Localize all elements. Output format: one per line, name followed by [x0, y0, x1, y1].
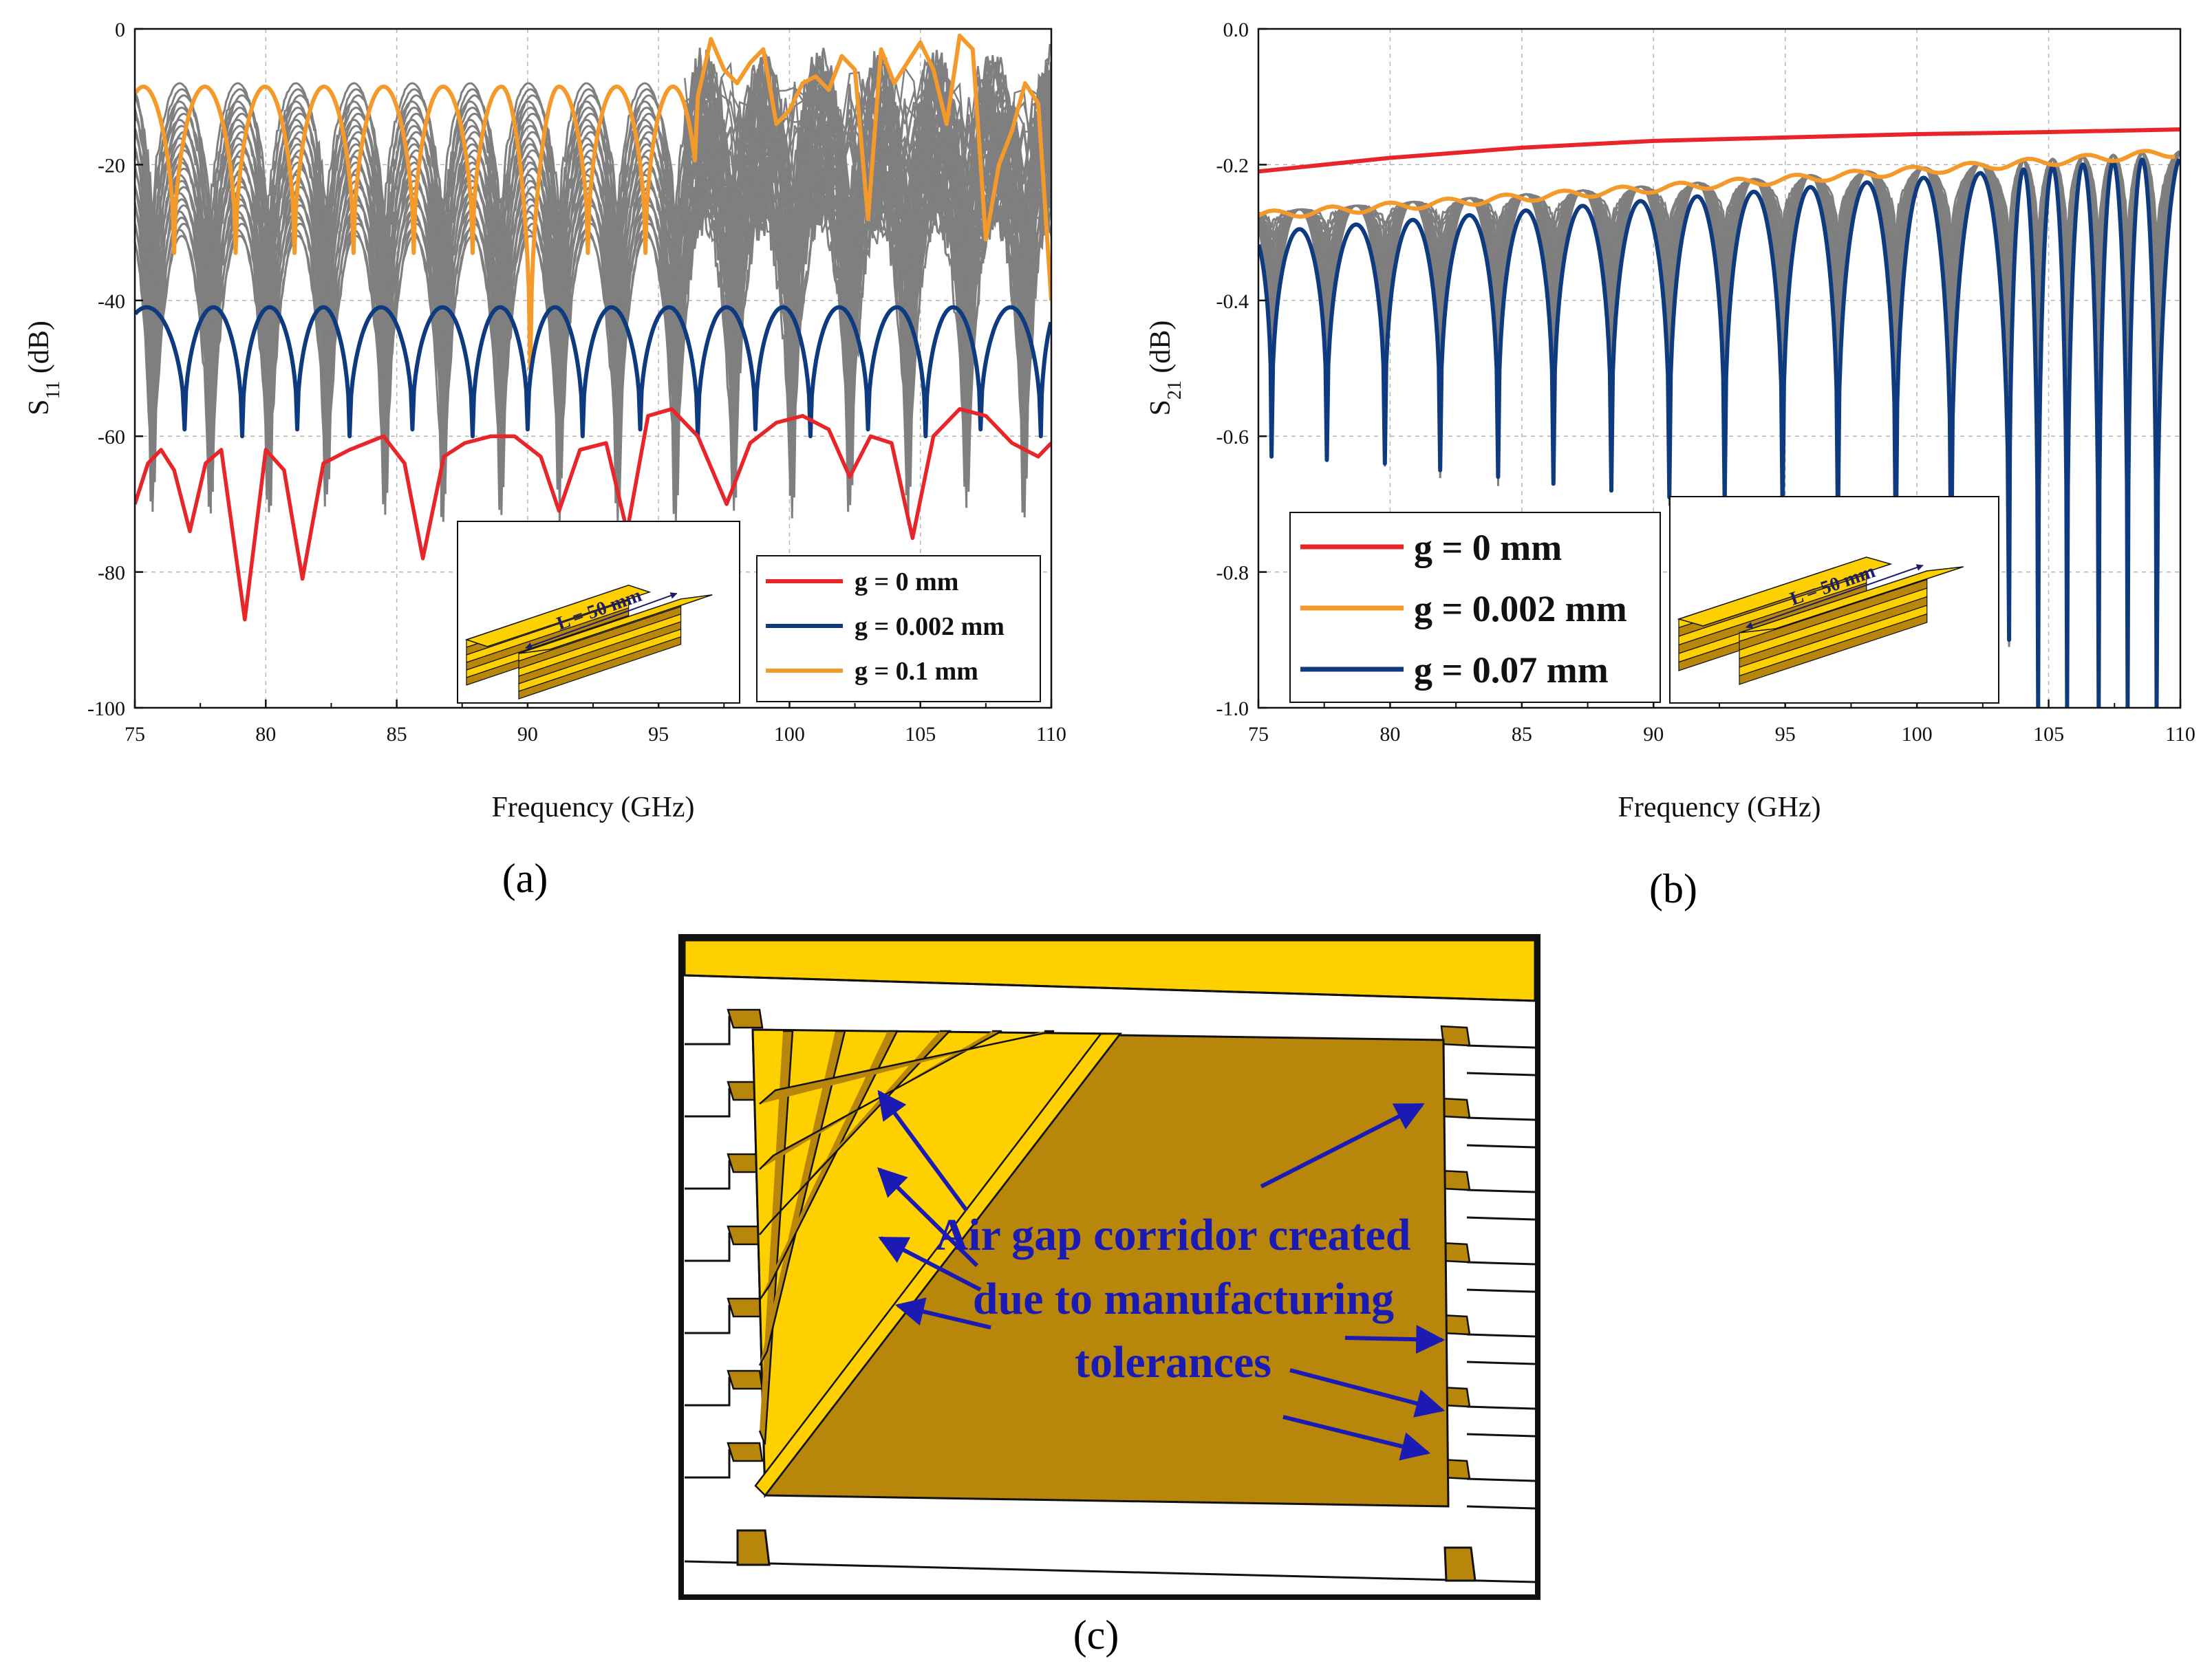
x-tick-label: 95	[1775, 723, 1796, 746]
y-tick-label: -80	[98, 562, 125, 585]
panel-b-ticks: 75 80 85 90 95 100 105 110 0.0 -0.2 -0.4 -0.6 -0.8 -1…	[1216, 19, 2195, 746]
corridor-ridge	[758, 1030, 899, 1301]
panel-b-legend: g = 0 mm g = 0.002 mm g = 0.07 mm	[1289, 512, 1661, 703]
y-tick-label: -40	[98, 290, 125, 313]
grey-trace-noisy	[683, 109, 1051, 243]
arrow-6	[1344, 1325, 1446, 1354]
legend-b-label-1: g = 0.002 mm	[1414, 588, 1627, 629]
bottom-notch-right	[1443, 1546, 1477, 1582]
panel-a-xlabel: Frequency (GHz)	[491, 792, 694, 823]
grey-trace	[135, 195, 1051, 526]
y-tick-label: -60	[98, 426, 125, 448]
arrow-8	[1282, 1415, 1431, 1461]
y-tick-label: -100	[87, 697, 125, 720]
series-g-0.07mm	[1258, 158, 2180, 708]
chart-panel-b: 75 80 85 90 95 100 105 110 0.0 -0.2 -0.4 -0.6 -0.8 -1…	[1145, 19, 2195, 911]
legend-a-label-2: g = 0.1 mm	[855, 657, 978, 686]
legend-b-label-2: g = 0.07 mm	[1414, 649, 1609, 691]
arrow-3	[878, 1236, 982, 1292]
grey-trace-noisy	[684, 57, 1051, 203]
y-tick-label: -0.2	[1216, 154, 1249, 177]
panel-a-inset: L = 50 mm	[457, 521, 740, 704]
y-tick-label: 0.0	[1223, 19, 1249, 41]
arrow-7	[1289, 1368, 1446, 1418]
corridor-ridge	[758, 1030, 846, 1366]
y-tick-label: -0.8	[1216, 562, 1249, 585]
air-gap-corridor-ridges	[754, 1030, 1122, 1497]
left-plate-tab	[727, 1442, 764, 1462]
annotation-line-2: due to manufacturing	[973, 1274, 1394, 1324]
x-tick-label: 85	[387, 723, 407, 746]
panel-a-ticks: 75 80 85 90 95 100 105 110 0 -20 -40 -60 -80 -100	[87, 19, 1066, 746]
grey-trace-noisy	[683, 80, 1051, 230]
left-plate-tab	[727, 1297, 764, 1318]
series-g-0.002mm	[135, 305, 1051, 439]
x-tick-label: 90	[1643, 723, 1664, 746]
panel-c-label: (c)	[1073, 1612, 1119, 1658]
panel-b-label: (b)	[1649, 866, 1697, 911]
x-tick-label: 105	[2033, 723, 2064, 746]
arrow-4	[894, 1297, 991, 1330]
annotation-arrows	[877, 1090, 1446, 1461]
y-tick-label: -0.6	[1216, 426, 1249, 448]
arrow-5	[1260, 1103, 1425, 1189]
x-tick-label: 110	[2165, 723, 2195, 746]
left-plate-tab	[727, 1008, 764, 1029]
series-g-0mm	[135, 407, 1051, 622]
chart-panel-a: 75 80 85 90 95 100 105 110 0 -20 -40 -60 -80 -100 Fre…	[23, 19, 1066, 901]
corridor-ridge	[759, 1030, 952, 1235]
y-tick-label: -0.4	[1216, 290, 1249, 313]
panel-a-series	[135, 33, 1051, 622]
x-tick-label: 80	[1379, 723, 1400, 746]
bottom-notch-left	[736, 1529, 771, 1566]
panel-a-label: (a)	[502, 856, 548, 901]
legend-a-label-1: g = 0.002 mm	[855, 612, 1005, 641]
right-plate-tab	[1440, 1097, 1471, 1119]
x-tick-label: 90	[517, 723, 538, 746]
series-g-0.1mm	[135, 33, 1051, 371]
legend-b-label-0: g = 0 mm	[1414, 527, 1562, 568]
annotation-line-1: Air gap corridor created	[935, 1210, 1410, 1260]
x-tick-label: 80	[255, 723, 276, 746]
x-tick-label: 105	[905, 723, 936, 746]
panel-b-xlabel: Frequency (GHz)	[1618, 792, 1821, 823]
panel-b-series	[1258, 127, 2180, 708]
grey-trace-noisy	[683, 98, 1051, 244]
y-tick-label: 0	[115, 19, 125, 41]
arrow-2	[877, 1167, 979, 1268]
x-tick-label: 75	[1248, 723, 1269, 746]
x-tick-label: 75	[125, 723, 145, 746]
panel-a-legend: g = 0 mm g = 0.002 mm g = 0.1 mm	[756, 555, 1041, 702]
right-plate-tab	[1440, 1025, 1471, 1047]
y-tick-label: -1.0	[1216, 697, 1249, 720]
legend-a-label-0: g = 0 mm	[855, 567, 958, 596]
x-tick-label: 100	[774, 723, 805, 746]
series-g-0mm	[1258, 127, 2180, 174]
grey-trace-noisy	[683, 98, 1051, 246]
diagram-panel-c: Air gap corridor created due to manufact…	[678, 934, 1540, 1658]
series-g-0.002mm	[1258, 149, 2176, 219]
y-tick-label: -20	[98, 154, 125, 177]
corridor-ridge	[759, 1030, 1055, 1105]
left-plate-tab	[727, 1369, 764, 1390]
panel-b-inset: L = 50 mm	[1669, 496, 1999, 704]
x-tick-label: 110	[1036, 723, 1066, 746]
x-tick-label: 85	[1512, 723, 1532, 746]
x-tick-label: 95	[648, 723, 669, 746]
panel-b-ylabel: S21 (dB)	[1145, 321, 1185, 416]
annotation-line-3: tolerances	[1075, 1337, 1271, 1387]
arrow-1	[877, 1090, 969, 1212]
panel-a-ylabel: S11 (dB)	[23, 321, 64, 415]
x-tick-label: 100	[1902, 723, 1933, 746]
